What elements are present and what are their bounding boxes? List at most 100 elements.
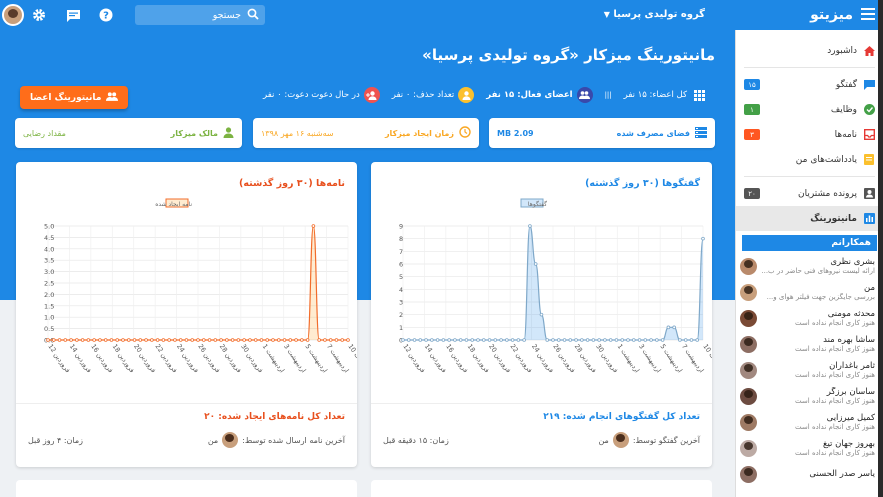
letters-data-point[interactable] [259, 338, 264, 342]
chats-data-point[interactable] [689, 338, 694, 342]
sidebar-item-contact[interactable]: پرونده مشتریان ۲۰ [736, 181, 883, 206]
chats-data-point[interactable] [701, 236, 705, 241]
org-selector[interactable]: گروه تولیدی پرسیا ▼ [600, 9, 705, 20]
letters-data-point[interactable] [317, 338, 321, 342]
sidebar-item-inbox[interactable]: نامه‌ها ۳ [736, 122, 883, 147]
colleague-item[interactable]: من بررسی جایگزین جهت فیلتر هوای و... [736, 279, 883, 305]
monitor-members-button[interactable]: مانیتورینگ اعضا [20, 86, 129, 109]
letters-data-point[interactable] [323, 338, 327, 342]
chats-data-point[interactable] [556, 338, 561, 342]
letters-legend[interactable]: نامه ایجاد شده [155, 198, 192, 208]
chats-data-point[interactable] [430, 338, 434, 342]
letters-data-point[interactable] [126, 338, 131, 342]
letters-data-point[interactable] [75, 338, 79, 342]
sidebar-item-chat[interactable]: گفتگو ۱۵ [736, 72, 883, 97]
letters-data-point[interactable] [69, 338, 73, 342]
letters-data-point[interactable] [190, 338, 195, 342]
chats-data-point[interactable] [481, 338, 486, 342]
chats-data-point[interactable] [528, 224, 532, 228]
letters-data-point[interactable] [225, 338, 229, 342]
letters-data-point[interactable] [294, 338, 298, 342]
sidebar-item-chart[interactable]: مانیتورینگ [736, 206, 883, 231]
letters-data-point[interactable] [155, 338, 160, 342]
letters-data-point[interactable] [109, 338, 114, 342]
chats-data-point[interactable] [666, 325, 671, 330]
chats-data-point[interactable] [608, 338, 613, 342]
letters-data-point[interactable] [213, 338, 218, 342]
colleague-item[interactable]: ساشا بهره مند هنوز کاری انجام نداده است [736, 331, 883, 357]
letters-data-point[interactable] [334, 338, 339, 342]
letters-data-point[interactable] [300, 338, 304, 342]
colleague-item[interactable]: محدثه مومنی هنوز کاری انجام نداده است [736, 305, 883, 331]
letters-data-point[interactable] [138, 338, 143, 342]
chats-data-point[interactable] [533, 262, 538, 266]
colleague-item[interactable]: کمیل میرزایی هنوز کاری انجام نداده است [736, 409, 883, 435]
chats-data-point[interactable] [516, 338, 521, 342]
search-input[interactable] [151, 9, 241, 21]
letters-data-point[interactable] [80, 338, 85, 342]
chats-data-point[interactable] [649, 338, 653, 342]
letters-data-point[interactable] [196, 338, 200, 342]
letters-data-point[interactable] [248, 338, 252, 342]
chats-data-point[interactable] [545, 338, 550, 342]
chats-data-point[interactable] [522, 338, 526, 342]
help-icon[interactable]: ? [97, 6, 115, 24]
letters-data-point[interactable] [253, 338, 258, 342]
chats-data-point[interactable] [441, 338, 446, 342]
chats-data-point[interactable] [470, 338, 475, 342]
user-avatar[interactable] [2, 4, 24, 26]
chat-icon[interactable] [64, 6, 82, 24]
letters-data-point[interactable] [288, 338, 293, 342]
letters-data-point[interactable] [219, 338, 223, 342]
letters-data-point[interactable] [86, 338, 91, 342]
chats-data-point[interactable] [614, 338, 619, 342]
colleague-item[interactable]: ساسان برزگر هنوز کاری انجام نداده است [736, 383, 883, 409]
search-box[interactable] [135, 5, 265, 25]
letters-data-point[interactable] [92, 338, 96, 342]
chats-data-point[interactable] [562, 338, 567, 342]
search-icon[interactable] [247, 8, 259, 23]
chats-legend[interactable]: گفتگوها [520, 198, 547, 208]
letters-data-point[interactable] [207, 338, 212, 342]
colleague-item[interactable]: ثامر باغداران هنوز کاری انجام نداده است [736, 357, 883, 383]
letters-data-point[interactable] [178, 338, 183, 342]
chats-data-point[interactable] [487, 338, 492, 342]
chats-data-point[interactable] [435, 338, 440, 342]
letters-data-point[interactable] [132, 338, 137, 342]
chats-data-point[interactable] [574, 338, 578, 342]
chats-data-point[interactable] [499, 338, 503, 342]
chats-data-point[interactable] [655, 338, 659, 342]
letters-data-point[interactable] [242, 338, 246, 342]
chats-data-point[interactable] [539, 312, 544, 317]
letters-data-point[interactable] [51, 338, 56, 342]
letters-data-point[interactable] [271, 338, 275, 342]
chats-data-point[interactable] [464, 338, 469, 342]
chats-data-point[interactable] [620, 338, 625, 342]
chats-data-point[interactable] [510, 338, 515, 342]
chats-data-point[interactable] [505, 338, 509, 342]
chats-data-point[interactable] [580, 338, 584, 342]
letters-data-point[interactable] [305, 338, 310, 342]
chats-data-point[interactable] [447, 338, 451, 342]
chats-data-point[interactable] [603, 338, 607, 342]
letters-data-point[interactable] [328, 338, 333, 342]
chats-data-point[interactable] [660, 338, 665, 342]
brand-logo[interactable]: میزیتو [810, 7, 853, 23]
letters-data-point[interactable] [57, 338, 62, 342]
letters-data-point[interactable] [115, 338, 120, 342]
chats-data-point[interactable] [683, 338, 688, 342]
chats-data-point[interactable] [401, 338, 405, 342]
colleague-item[interactable]: یاسر صدر الحسنی [736, 461, 883, 487]
letters-data-point[interactable] [340, 338, 345, 342]
letters-data-point[interactable] [121, 338, 125, 342]
sidebar-item-check[interactable]: وظایف ۱ [736, 97, 883, 122]
colleague-item[interactable]: بشری نظری ارائه لیست نیروهای فنی حاضر در … [736, 253, 883, 279]
avatar[interactable] [222, 432, 239, 448]
chats-data-point[interactable] [568, 338, 573, 342]
letters-data-point[interactable] [103, 338, 108, 342]
letters-data-point[interactable] [282, 338, 287, 342]
chats-data-point[interactable] [626, 338, 630, 342]
chats-data-point[interactable] [591, 338, 596, 342]
chats-data-point[interactable] [412, 338, 417, 342]
chats-data-point[interactable] [424, 338, 428, 342]
